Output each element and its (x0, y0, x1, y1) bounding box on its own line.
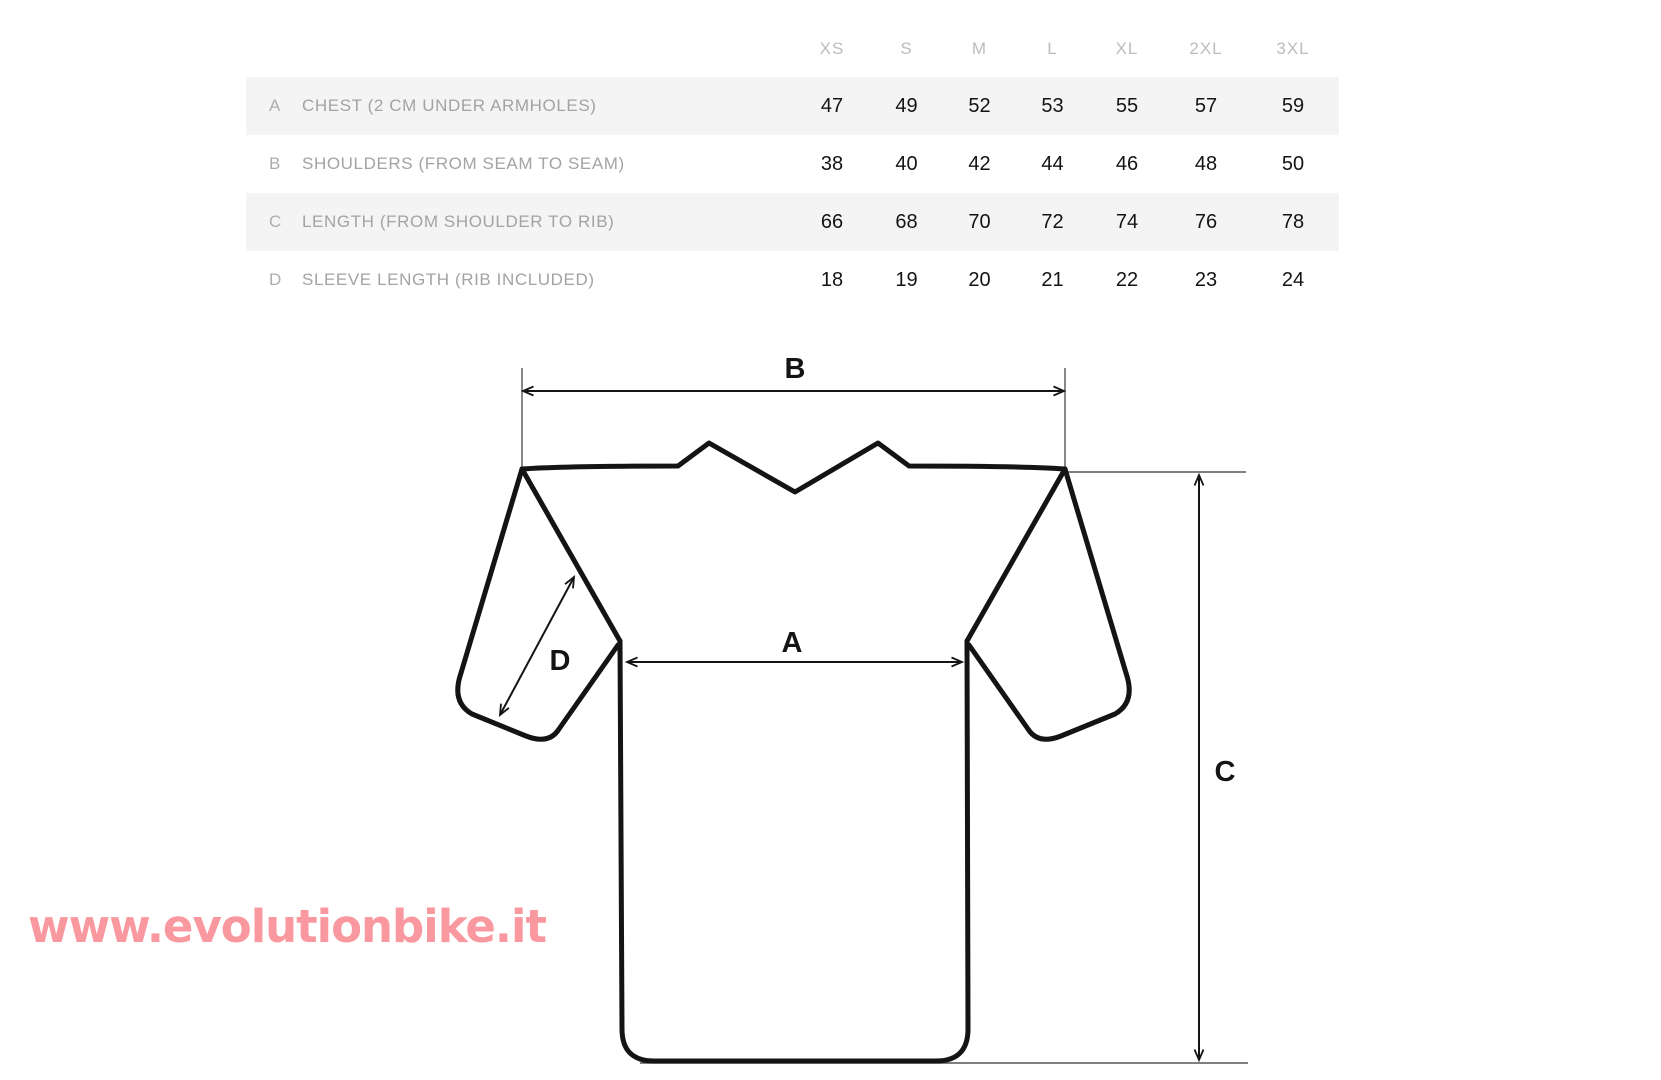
tshirt-torso (617, 638, 971, 1064)
row-measure-label: SHOULDERS (FROM SEAM TO SEAM) (302, 154, 625, 173)
measure-value-A-M: 52 (968, 94, 991, 117)
dimension-arrow-D (498, 574, 576, 718)
measure-value-C-2XL: 76 (1194, 210, 1218, 233)
size-table-header-row: XS S M L XL 2XL 3XL (246, 20, 1339, 77)
tshirt-right-armhole-seam (964, 466, 1068, 644)
measure-value-A-3XL: 59 (1281, 94, 1305, 117)
measure-value-C-M: 70 (968, 210, 991, 233)
tshirt-left-sleeve (455, 466, 621, 742)
measure-value-D-M: 20 (968, 268, 991, 291)
size-table-row-B: B SHOULDERS (FROM SEAM TO SEAM) 38 40 42 44 46… (246, 135, 1339, 193)
watermark-url: www.evolutionbike.it (28, 900, 547, 953)
measure-value-D-L: 21 (1041, 268, 1064, 291)
measure-value-D-XS: 18 (820, 268, 844, 291)
row-letter: B (269, 154, 282, 173)
measure-value-B-M: 42 (968, 152, 991, 175)
size-column-header-XL: XL (1115, 38, 1139, 58)
measure-value-C-XL: 74 (1115, 210, 1139, 233)
row-letter: C (269, 212, 283, 231)
size-table-row-A: A CHEST (2 CM UNDER ARMHOLES) 47 49 52 53 55 57… (246, 77, 1339, 135)
size-column-header-S: S (900, 38, 913, 58)
measure-value-A-XL: 55 (1115, 94, 1139, 117)
size-column-header-M: M (971, 38, 988, 58)
dimension-label-D: D (550, 645, 571, 677)
dimension-label-A: A (782, 627, 803, 659)
size-column-header-3XL: 3XL (1276, 38, 1310, 58)
size-table-row-D: D SLEEVE LENGTH (RIB INCLUDED) 18 19 20 21 22 2… (246, 251, 1339, 309)
size-column-header-XS: XS (819, 38, 845, 58)
tshirt-outline (455, 440, 1132, 1064)
extension-lines (521, 368, 1248, 1064)
measure-value-C-S: 68 (895, 210, 918, 233)
dimension-arrows (498, 385, 1205, 1063)
measure-value-A-L: 53 (1041, 94, 1064, 117)
measure-value-B-2XL: 48 (1194, 152, 1218, 175)
row-measure-label: CHEST (2 CM UNDER ARMHOLES) (302, 96, 597, 115)
measure-value-A-S: 49 (895, 94, 918, 117)
row-letter: D (269, 270, 283, 289)
size-table-row-C: C LENGTH (FROM SHOULDER TO RIB) 66 68 70 72 74… (246, 193, 1339, 251)
size-table-body: A CHEST (2 CM UNDER ARMHOLES) 47 49 52 53 55 57… (246, 77, 1339, 309)
measure-value-D-2XL: 23 (1194, 268, 1218, 291)
measure-value-D-XL: 22 (1115, 268, 1139, 291)
tshirt-collar (519, 440, 1068, 495)
measure-value-D-3XL: 24 (1281, 268, 1305, 291)
measure-value-A-XS: 47 (820, 94, 844, 117)
size-column-header-L: L (1047, 38, 1058, 58)
measure-value-D-S: 19 (895, 268, 918, 291)
size-column-header-2XL: 2XL (1189, 38, 1223, 58)
row-measure-label: LENGTH (FROM SHOULDER TO RIB) (302, 212, 615, 231)
measure-value-A-2XL: 57 (1194, 94, 1218, 117)
row-letter: A (269, 96, 282, 115)
measure-value-B-L: 44 (1041, 152, 1064, 175)
measure-value-B-3XL: 50 (1281, 152, 1305, 175)
dimension-label-B: B (785, 353, 806, 385)
measure-value-B-XS: 38 (820, 152, 844, 175)
measure-value-C-XS: 66 (820, 210, 844, 233)
measure-value-B-S: 40 (895, 152, 918, 175)
tshirt-left-armhole-seam (519, 466, 623, 644)
dimension-label-C: C (1215, 756, 1236, 788)
tshirt-right-sleeve (966, 466, 1132, 742)
measure-value-C-3XL: 78 (1281, 210, 1305, 233)
measure-value-C-L: 72 (1041, 210, 1064, 233)
measure-value-B-XL: 46 (1115, 152, 1139, 175)
row-measure-label: SLEEVE LENGTH (RIB INCLUDED) (302, 270, 595, 289)
size-table: XS S M L XL 2XL 3XL A CHEST (2 CM UNDER ARMHOLE… (246, 20, 1339, 309)
